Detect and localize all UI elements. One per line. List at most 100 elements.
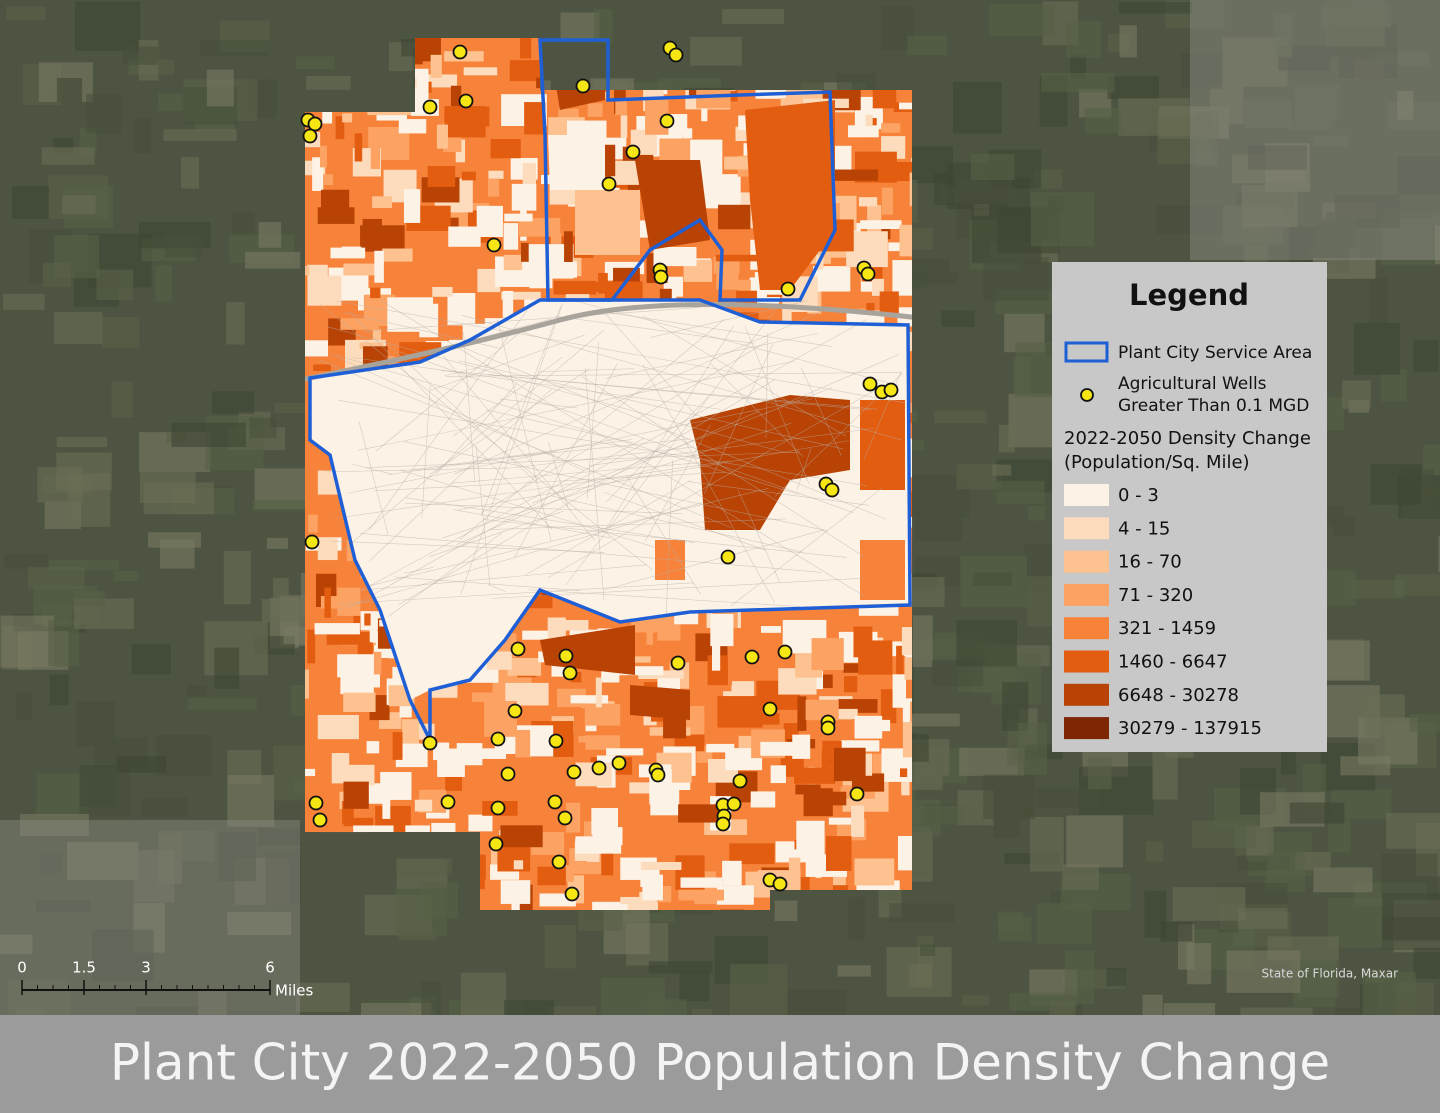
basemap-patch xyxy=(1041,72,1115,93)
density-block xyxy=(860,400,905,490)
road xyxy=(603,491,767,551)
density-parcel xyxy=(550,233,562,250)
basemap-patch xyxy=(778,989,847,1015)
density-parcel xyxy=(317,537,338,561)
basemap-patch xyxy=(1036,787,1101,808)
basemap-patch xyxy=(722,9,785,24)
density-parcel xyxy=(305,669,309,699)
road xyxy=(368,304,532,531)
density-parcel xyxy=(305,265,310,276)
density-parcel xyxy=(308,514,318,533)
road xyxy=(365,451,800,468)
scale-tick-label: 1.5 xyxy=(72,959,96,977)
density-parcel xyxy=(598,272,608,294)
density-parcel xyxy=(372,196,393,208)
basemap-patch xyxy=(226,302,245,345)
well-point xyxy=(611,755,627,771)
legend-label: 0 - 3 xyxy=(1118,485,1159,506)
density-parcel xyxy=(872,87,897,109)
well-point xyxy=(625,144,641,160)
density-parcel xyxy=(902,722,912,758)
density-parcel xyxy=(504,213,533,222)
well-point xyxy=(824,482,840,498)
density-block xyxy=(690,395,850,530)
well-point xyxy=(422,99,438,115)
basemap-patch xyxy=(648,961,713,974)
road xyxy=(779,354,900,407)
density-parcel xyxy=(720,909,745,910)
density-parcel xyxy=(723,691,753,699)
well-point xyxy=(601,176,617,192)
basemap-patch xyxy=(730,964,788,1015)
density-parcel xyxy=(471,692,507,702)
density-parcel xyxy=(618,666,664,676)
density-parcel xyxy=(447,292,476,326)
road xyxy=(429,368,591,475)
density-parcel xyxy=(722,860,742,886)
scale-tick-label: 0 xyxy=(17,959,27,977)
basemap-patch xyxy=(111,381,134,418)
road xyxy=(379,299,865,597)
density-parcel xyxy=(821,749,829,780)
basemap-patch xyxy=(971,208,1042,264)
density-parcel xyxy=(853,626,873,658)
road xyxy=(765,332,769,438)
road xyxy=(435,383,517,475)
urban-area xyxy=(1190,0,1440,260)
basemap-patch xyxy=(258,222,282,248)
density-parcel xyxy=(337,587,361,616)
density-parcel xyxy=(503,254,523,271)
basemap-patch xyxy=(1351,579,1404,599)
road xyxy=(405,497,696,544)
well-point xyxy=(551,854,567,870)
basemap-patch xyxy=(36,900,90,913)
basemap-patch xyxy=(1087,757,1112,790)
basemap-patch xyxy=(113,570,139,582)
density-parcel xyxy=(900,318,912,327)
density-parcel xyxy=(522,630,558,640)
road xyxy=(329,353,585,471)
basemap-patch xyxy=(258,828,301,846)
basemap-patch xyxy=(102,317,140,348)
density-parcel xyxy=(854,715,883,739)
density-parcel xyxy=(364,613,371,626)
well-point xyxy=(575,78,591,94)
well-point xyxy=(548,733,564,749)
basemap-patch xyxy=(1334,1007,1388,1015)
well-point xyxy=(440,794,456,810)
density-parcel xyxy=(432,287,453,297)
density-parcel xyxy=(518,217,561,237)
density-parcel xyxy=(382,787,391,819)
density-parcel xyxy=(437,748,465,777)
density-parcel xyxy=(770,765,786,784)
density-parcel xyxy=(851,805,865,837)
density-parcel xyxy=(724,156,749,170)
density-parcel xyxy=(500,825,543,848)
scale-unit: Miles xyxy=(275,982,314,1000)
basemap-patch xyxy=(67,841,139,881)
density-parcel xyxy=(344,764,375,786)
density-parcel xyxy=(591,807,619,835)
road xyxy=(548,441,569,508)
density-parcel xyxy=(370,287,381,299)
road xyxy=(450,462,703,484)
density-parcel xyxy=(520,38,532,59)
density-parcel xyxy=(468,814,493,832)
density-parcel xyxy=(584,703,621,726)
basemap-patch xyxy=(273,577,289,604)
basemap-patch xyxy=(159,539,195,569)
density-parcel xyxy=(640,862,682,870)
basemap-patch xyxy=(188,698,257,710)
basemap-patch xyxy=(998,916,1032,941)
road xyxy=(342,330,604,551)
legend-label: 71 - 320 xyxy=(1118,585,1193,606)
density-parcel xyxy=(860,220,902,229)
density-parcel xyxy=(718,204,751,230)
road xyxy=(744,325,810,484)
road xyxy=(348,398,814,494)
road xyxy=(644,424,711,542)
basemap-patch xyxy=(560,12,600,42)
well-point xyxy=(547,794,563,810)
road xyxy=(348,319,867,609)
density-parcel xyxy=(313,364,331,371)
